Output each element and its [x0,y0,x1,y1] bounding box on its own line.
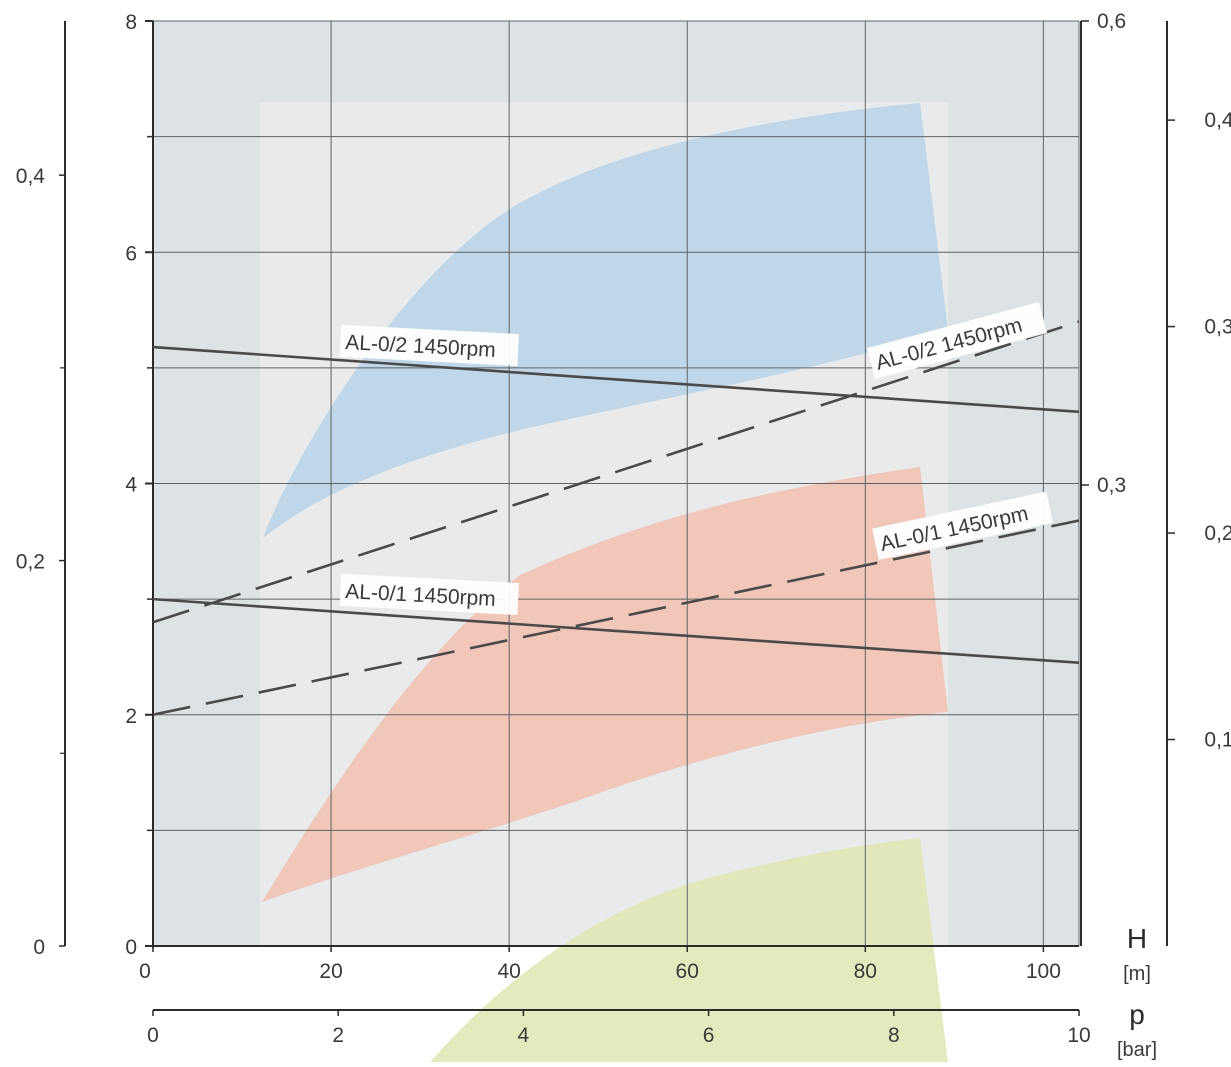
y-far-left-tick-label: 0,4 [16,165,46,188]
operating-region-1 [263,103,948,538]
series-line-3 [153,597,1079,665]
y-far-right-tick-label: 0,2 [1204,522,1231,545]
x-tick-label: 20 [319,960,342,983]
operating-region-2 [262,467,948,902]
series-line-4 [153,519,1079,717]
y-right-tick-label: 0,6 [1097,10,1126,33]
y-far-right-tick-label: 0,4 [1204,109,1231,132]
y-far-right-tick-label: 0,3 [1204,316,1231,339]
series-label-bg [339,573,520,616]
y-tick-label: 2 [125,705,137,728]
x2-tick-label: 8 [888,1024,900,1047]
series-label-1: AL-0/2 1450rpm [339,324,520,367]
grid-group [153,20,1080,946]
regions-group [262,103,948,1062]
y-tick-label: 4 [125,474,137,497]
x-tick-label: 100 [1026,960,1061,983]
x-tick-label: 60 [676,960,699,983]
series-group [153,320,1079,717]
x2-tick-label: 2 [332,1024,344,1047]
x2-tick-label: 4 [518,1024,530,1047]
x-axis-symbol: H [1127,923,1147,954]
y-tick-label: 0 [125,936,137,959]
y-right-tick-label: 0,3 [1097,474,1126,497]
y-far-left-tick-label: 0 [33,936,45,959]
y-tick-label: 8 [125,11,137,34]
x-tick-label: 40 [497,960,520,983]
series-label-bg [339,324,520,367]
x-tick-label: 0 [139,960,151,983]
series-label-bg [866,302,1048,380]
series-label-3: AL-0/1 1450rpm [339,573,520,616]
series-label-bg [872,491,1053,560]
x2-tick-label: 6 [703,1024,715,1047]
series-line-1 [153,345,1079,414]
y-tick-label: 6 [125,242,137,265]
y-far-right-tick-label: 0,1 [1204,729,1231,752]
y-far-left-tick-label: 0,2 [16,551,45,574]
x2-axis-symbol: p [1129,999,1145,1030]
x2-tick-label: 10 [1067,1024,1090,1047]
x2-axis-unit: [bar] [1117,1039,1157,1061]
x-axis-unit: [m] [1123,963,1151,985]
operating-region-3 [430,838,948,1062]
series-line-2 [153,320,1079,624]
x2-tick-label: 0 [147,1024,159,1047]
x-tick-label: 80 [854,960,877,983]
